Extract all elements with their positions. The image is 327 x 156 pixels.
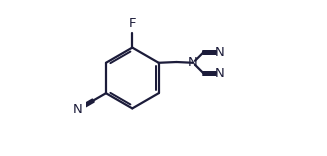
Text: N: N	[215, 67, 225, 80]
Text: N: N	[73, 103, 82, 116]
Text: N: N	[188, 56, 198, 69]
Text: F: F	[129, 17, 136, 30]
Text: N: N	[215, 46, 225, 59]
